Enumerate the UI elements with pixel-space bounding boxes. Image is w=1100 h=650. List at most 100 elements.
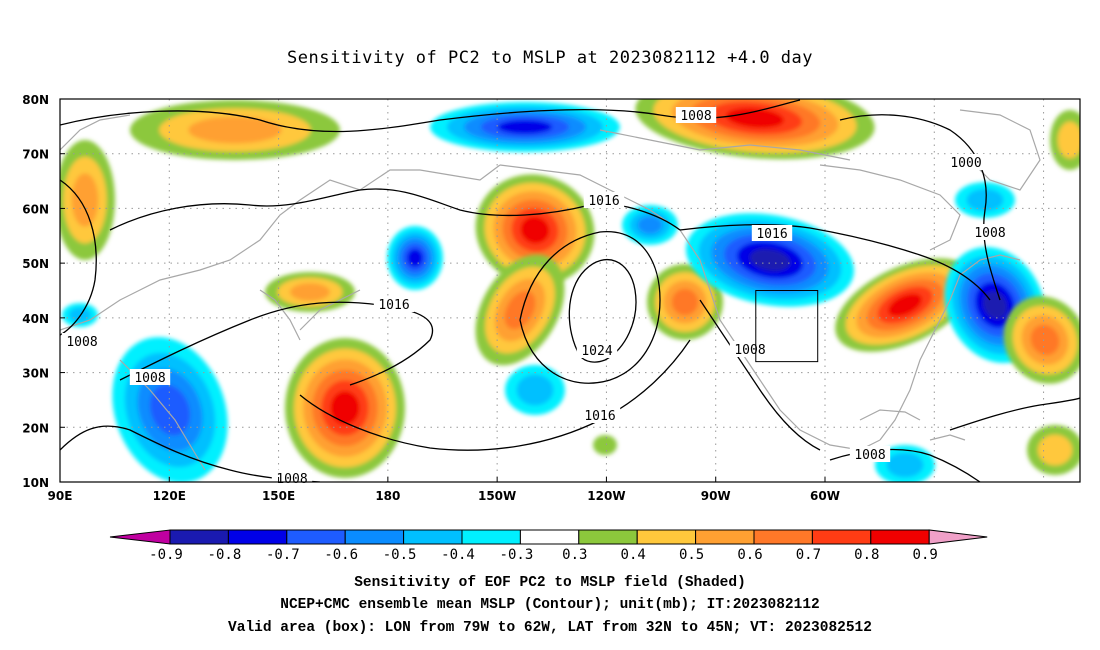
positive-region-tropatl-level <box>1037 434 1073 466</box>
contour-label: 1000 <box>950 156 981 171</box>
coastline-segment <box>60 114 131 151</box>
colorbar-left-arrow <box>109 529 171 545</box>
negative-region-arctic-level <box>497 119 553 135</box>
negative-region-alaska-level <box>637 216 663 234</box>
colorbar-label: 0.4 <box>621 547 646 563</box>
colorbar-label: -0.7 <box>266 547 300 563</box>
positive-region-atlantic-east-level <box>1030 324 1060 356</box>
coastline-segment <box>299 289 361 331</box>
positive-region-spot <box>593 435 617 455</box>
positive-region-siberia <box>130 100 340 160</box>
mslp-contour-labels: 1008 1000 1016 1008 1016 1024 1008 1016 1008 1008… <box>61 107 1011 487</box>
negative-region-hudson <box>955 182 1015 218</box>
lon-label: 150W <box>478 489 516 503</box>
colorbar-box <box>227 529 288 545</box>
positive-region-eastedge-level <box>1057 121 1080 159</box>
lat-label: 10N <box>22 476 49 490</box>
contour-label: 1016 <box>588 194 619 209</box>
positive-region-northpole-level <box>726 108 784 128</box>
figure-title: Sensitivity of PC2 to MSLP at 2023082112… <box>286 48 813 68</box>
positive-region-gulf-alaska-level <box>671 288 699 316</box>
coastline-segment <box>959 109 1041 191</box>
positive-region-japan-level <box>290 283 330 301</box>
contour-label-bg <box>849 446 891 462</box>
isobar <box>679 224 991 301</box>
contour-label: 1016 <box>756 227 787 242</box>
contour-label-bg <box>583 192 625 208</box>
colorbar-box <box>811 529 872 545</box>
negative-region-arctic <box>430 102 620 152</box>
valid-area-box <box>755 290 819 363</box>
axis-labels: 90E 120E 150E 180 150W 120W 90W 60W 10N 20N 30N 40N… <box>22 93 840 503</box>
colorbar-label: -0.8 <box>208 547 242 563</box>
colorbar-box <box>695 529 755 545</box>
contour-label-bg <box>751 225 793 241</box>
positive-region-npac-tail-level <box>504 290 536 330</box>
negative-region-canada-level <box>749 248 791 272</box>
coastlines <box>60 109 1041 471</box>
negative-region-kamchatka-level <box>407 248 423 268</box>
positive-region-atlantic-east <box>1003 296 1080 384</box>
colorbar-label: -0.6 <box>324 547 358 563</box>
contour-label-bg <box>61 333 103 349</box>
negative-region-hudson-level <box>966 188 1004 212</box>
lon-label: 150E <box>262 489 295 503</box>
coastline-segment <box>879 254 1021 441</box>
contour-label: 1008 <box>134 371 165 386</box>
negative-region-scs-level <box>149 384 191 436</box>
colorbar-box <box>870 529 930 545</box>
negative-region-canada <box>685 213 855 307</box>
lat-label: 20N <box>22 421 49 435</box>
isobar <box>60 179 97 336</box>
colorbar-label: 0.6 <box>737 547 762 563</box>
lon-label: 120E <box>153 489 186 503</box>
map-frame <box>59 98 1081 483</box>
colorbar-label: -0.4 <box>441 547 475 563</box>
contour-label-bg <box>675 107 717 123</box>
colorbar-right-arrow <box>928 529 988 545</box>
colorbar-box <box>519 529 580 545</box>
negative-region-subtrop <box>505 365 565 415</box>
positive-region-japan <box>265 272 355 312</box>
contour-label-bg <box>576 342 618 358</box>
coastline-segment <box>599 129 851 161</box>
negative-region-kamchatka <box>387 226 443 290</box>
negative-region-alaska <box>622 205 678 245</box>
colorbar-label: 0.9 <box>913 547 938 563</box>
lat-label: 70N <box>22 148 49 162</box>
positive-region-eastedge <box>1050 110 1080 170</box>
contour-label: 1008 <box>974 226 1005 241</box>
colorbar-label: 0.7 <box>796 547 821 563</box>
lat-label: 40N <box>22 312 49 326</box>
coastline-segment <box>929 434 966 441</box>
negative-region-scs <box>112 337 228 482</box>
footer-line-1: Sensitivity of EOF PC2 to MSLP field (Sh… <box>354 575 746 591</box>
positive-region-eastus <box>835 258 975 352</box>
contour-label: 1008 <box>276 472 307 487</box>
contour-label: 1024 <box>581 344 612 359</box>
lon-label: 90E <box>48 489 73 503</box>
coastline-segment <box>819 164 961 251</box>
coastline-segment <box>859 409 921 421</box>
colorbar-label: 0.3 <box>562 547 587 563</box>
contour-label: 1008 <box>680 109 711 124</box>
contour-label: 1016 <box>378 298 409 313</box>
footer-line-2: NCEP+CMC ensemble mean MSLP (Contour); u… <box>280 597 820 613</box>
positive-region-spot-level <box>593 435 617 455</box>
contour-label: 1008 <box>734 343 765 358</box>
colorbar-box <box>578 529 638 545</box>
isobar <box>949 397 1080 431</box>
colorbar: -0.9 -0.8 -0.7 -0.6 -0.5 -0.4 -0.3 0.3 0.4 0.5 0.6… <box>109 529 988 563</box>
lat-label: 60N <box>22 202 49 216</box>
colorbar-box <box>753 529 813 545</box>
isobar <box>568 259 637 363</box>
lat-label: 80N <box>22 93 49 107</box>
coastline-segment <box>60 164 501 331</box>
lon-label: 120W <box>587 489 625 503</box>
colorbar-label: 0.8 <box>854 547 879 563</box>
colorbar-label: -0.3 <box>500 547 534 563</box>
positive-region-eastus-level <box>888 293 922 317</box>
positive-region-northpole <box>635 99 875 160</box>
colorbar-label: -0.9 <box>149 547 183 563</box>
positive-region-westedge-level <box>71 173 99 227</box>
